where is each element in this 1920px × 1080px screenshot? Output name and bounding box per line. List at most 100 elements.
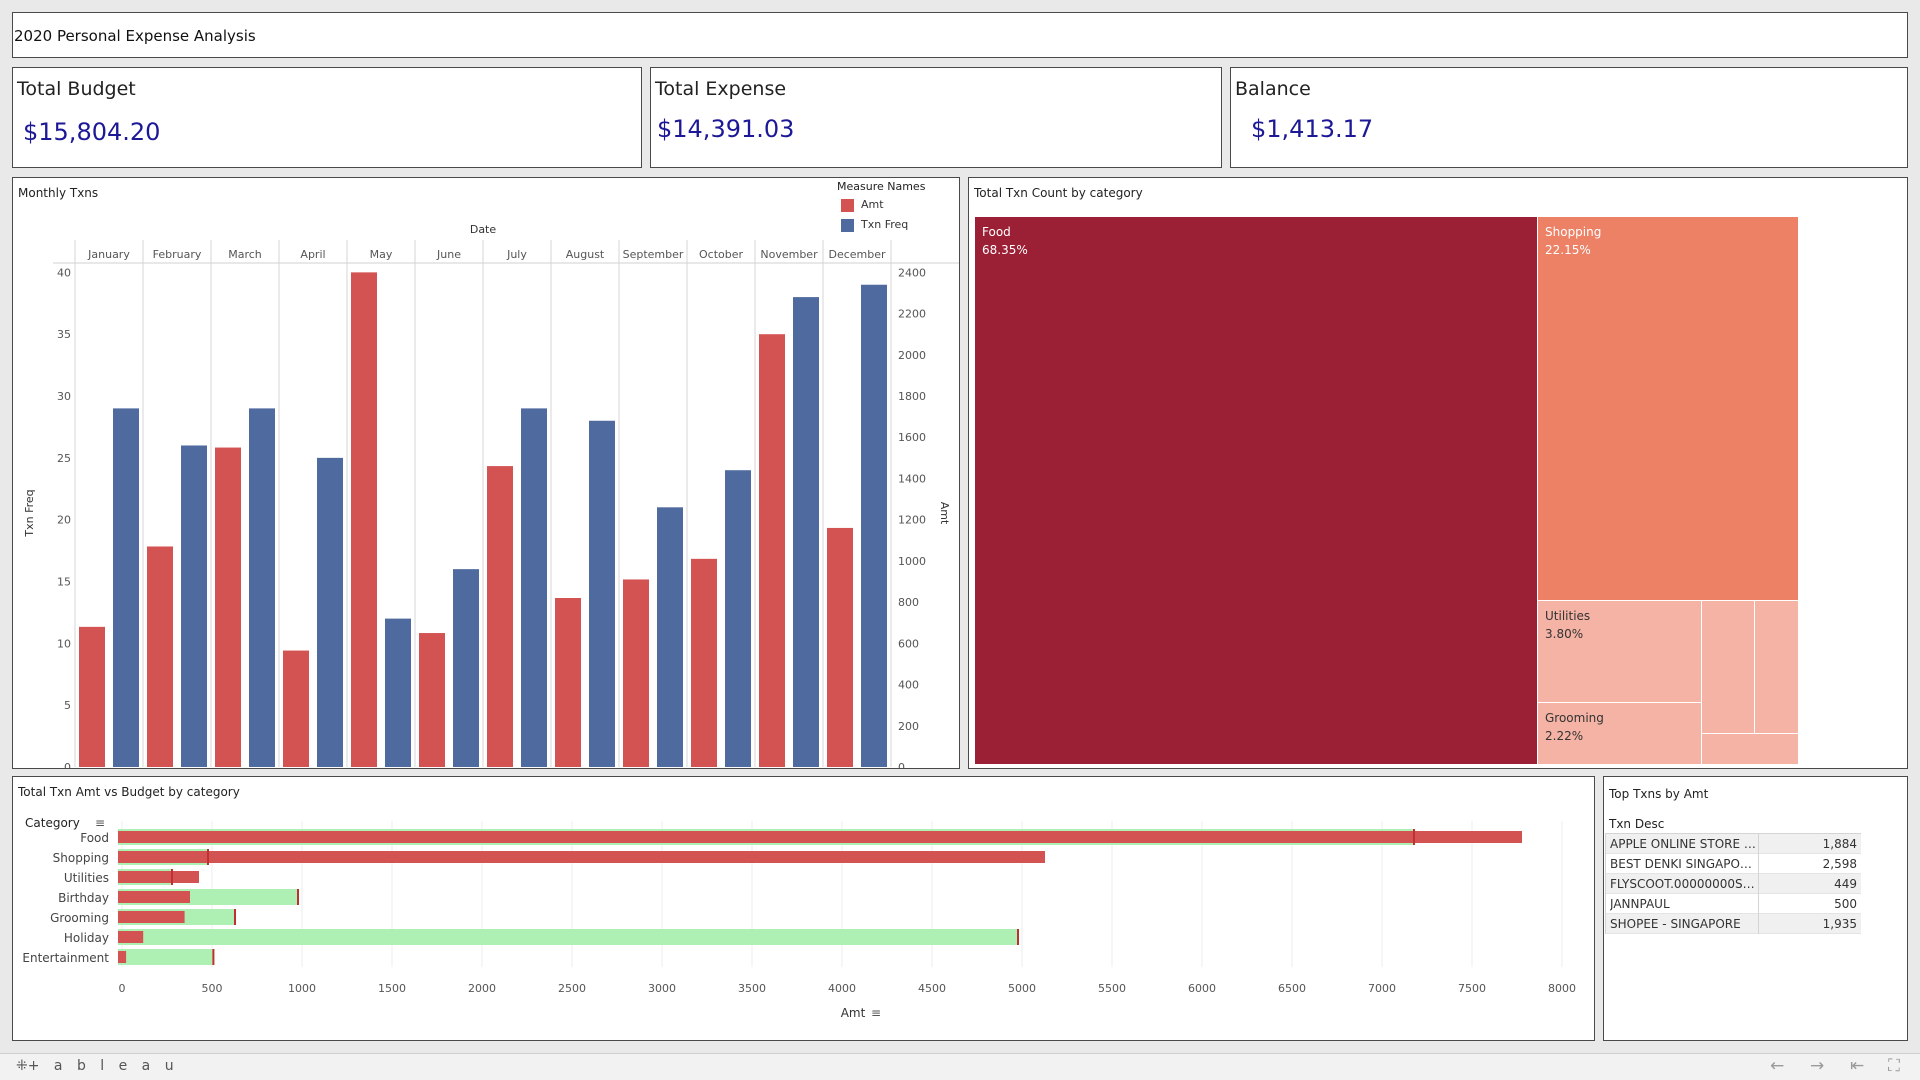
treemap-cell-minor[interactable]	[1702, 734, 1798, 764]
first-icon[interactable]: ⇤	[1850, 1056, 1865, 1076]
bar-amt[interactable]	[118, 891, 190, 903]
tableau-logo[interactable]: ⁜+ a b l e a u	[16, 1058, 179, 1074]
month-label: May	[370, 248, 393, 261]
bar-amt[interactable]	[351, 272, 377, 767]
treemap-chart: Food 68.35% Shopping 22.15% Utilities 3.80% Gr…	[975, 217, 1798, 764]
bar-amt[interactable]	[623, 579, 649, 767]
bar-budget[interactable]	[118, 949, 214, 965]
x-tick-label: 2000	[468, 982, 496, 995]
budget-chart-title: Total Txn Amt vs Budget by category	[18, 785, 240, 799]
y-left-tick-label: 15	[57, 576, 71, 589]
sort-icon[interactable]: ≡	[871, 1006, 881, 1020]
kpi-title: Total Expense	[655, 78, 787, 100]
y-left-axis-title: Txn Freq	[23, 489, 36, 537]
month-label: July	[506, 248, 527, 261]
table-row[interactable]: JANNPAUL 500	[1606, 894, 1861, 914]
kpi-balance: Balance $1,413.17	[1230, 67, 1908, 168]
table-row[interactable]: FLYSCOOT.00000000S8.. 449	[1606, 874, 1861, 894]
monthly-txns-chart: Date January February March April May June July…	[23, 223, 959, 768]
y-left-tick-label: 25	[57, 452, 71, 465]
txn-amt-cell: 500	[1834, 897, 1857, 911]
bar-amt[interactable]	[118, 911, 185, 923]
bar-txn-freq[interactable]	[113, 408, 139, 767]
bar-amt[interactable]	[487, 466, 513, 767]
legend: Measure Names Amt Txn Freq	[837, 180, 957, 237]
x-tick-label: 1500	[378, 982, 406, 995]
cell-divider	[1758, 834, 1759, 854]
bar-txn-freq[interactable]	[181, 445, 207, 767]
treemap-label: Food	[982, 225, 1011, 239]
y-left-tick-label: 40	[57, 266, 71, 279]
table-row[interactable]: APPLE ONLINE STORE - S 1,884	[1606, 834, 1861, 854]
bar-amt[interactable]	[759, 334, 785, 767]
top-txns-title: Top Txns by Amt	[1609, 787, 1709, 801]
bar-amt[interactable]	[215, 447, 241, 767]
bar-amt[interactable]	[827, 527, 853, 767]
bar-amt[interactable]	[419, 633, 445, 767]
bar-txn-freq[interactable]	[521, 408, 547, 767]
y-right-tick-label: 1000	[898, 555, 926, 568]
bar-txn-freq[interactable]	[725, 470, 751, 767]
back-icon[interactable]: ←	[1770, 1056, 1785, 1076]
y-left-tick-label: 0	[64, 761, 71, 768]
txn-desc-cell: FLYSCOOT.00000000S8..	[1610, 877, 1756, 891]
treemap-cell-food[interactable]	[975, 217, 1537, 764]
x-tick-label: 8000	[1548, 982, 1576, 995]
bar-amt[interactable]	[555, 598, 581, 767]
fullscreen-icon[interactable]: ⛶	[1888, 1056, 1900, 1076]
table-row[interactable]: BEST DENKI SINGAPORE.. 2,598	[1606, 854, 1861, 874]
forward-icon[interactable]: →	[1810, 1056, 1825, 1076]
y-right-tick-label: 1400	[898, 472, 926, 485]
y-right-tick-label: 1600	[898, 431, 926, 444]
treemap-cell-minor[interactable]	[1702, 601, 1754, 733]
table-row[interactable]: SHOPEE - SINGAPORE 1,935	[1606, 914, 1861, 934]
cell-divider	[1758, 914, 1759, 934]
budget-marker	[297, 889, 299, 905]
treemap-cell-minor[interactable]	[1755, 601, 1798, 733]
x-tick-label: 5500	[1098, 982, 1126, 995]
treemap-pct: 3.80%	[1545, 627, 1583, 641]
brand-text: + a b l e a u	[27, 1058, 179, 1074]
bar-txn-freq[interactable]	[453, 569, 479, 767]
kpi-value: $1,413.17	[1251, 115, 1374, 143]
bar-amt[interactable]	[118, 851, 1045, 863]
bar-budget[interactable]	[118, 929, 1018, 945]
y-right-tick-label: 2200	[898, 308, 926, 321]
kpi-title: Total Budget	[17, 78, 136, 100]
bar-txn-freq[interactable]	[657, 507, 683, 767]
top-txns-panel: Top Txns by Amt Txn Desc APPLE ONLINE ST…	[1603, 776, 1908, 1041]
legend-item-txn-freq[interactable]: Txn Freq	[837, 217, 957, 237]
bar-amt[interactable]	[283, 650, 309, 767]
bar-amt[interactable]	[79, 626, 105, 767]
month-label: October	[699, 248, 743, 261]
bar-txn-freq[interactable]	[385, 618, 411, 767]
y-right-tick-label: 600	[898, 637, 919, 650]
bar-amt[interactable]	[118, 831, 1522, 843]
bar-txn-freq[interactable]	[317, 457, 343, 767]
budget-marker	[1017, 929, 1019, 945]
dashboard-title-bar: 2020 Personal Expense Analysis	[12, 12, 1908, 58]
treemap-cell-utilities[interactable]	[1538, 601, 1701, 702]
bar-txn-freq[interactable]	[793, 297, 819, 767]
bar-txn-freq[interactable]	[249, 408, 275, 767]
category-label: Grooming	[50, 911, 109, 925]
sort-icon[interactable]: ≡	[95, 816, 105, 830]
y-left-tick-label: 35	[57, 328, 71, 341]
treemap-label: Shopping	[1545, 225, 1601, 239]
bar-amt[interactable]	[147, 546, 173, 767]
bar-amt[interactable]	[118, 931, 144, 943]
x-axis-title: Amt	[841, 1006, 866, 1020]
kpi-title: Balance	[1235, 78, 1311, 100]
bar-txn-freq[interactable]	[589, 420, 615, 767]
treemap-cell-shopping[interactable]	[1538, 217, 1798, 600]
cell-divider	[1758, 854, 1759, 874]
bar-amt[interactable]	[118, 951, 127, 963]
budget-marker	[1413, 829, 1415, 845]
y-right-axis-title: Amt	[938, 502, 951, 525]
bar-txn-freq[interactable]	[861, 284, 887, 767]
legend-item-amt[interactable]: Amt	[837, 197, 957, 217]
bar-amt[interactable]	[691, 558, 717, 767]
treemap-cell-grooming[interactable]	[1538, 703, 1701, 764]
txn-amt-cell: 2,598	[1822, 857, 1857, 871]
bar-amt[interactable]	[118, 871, 199, 883]
